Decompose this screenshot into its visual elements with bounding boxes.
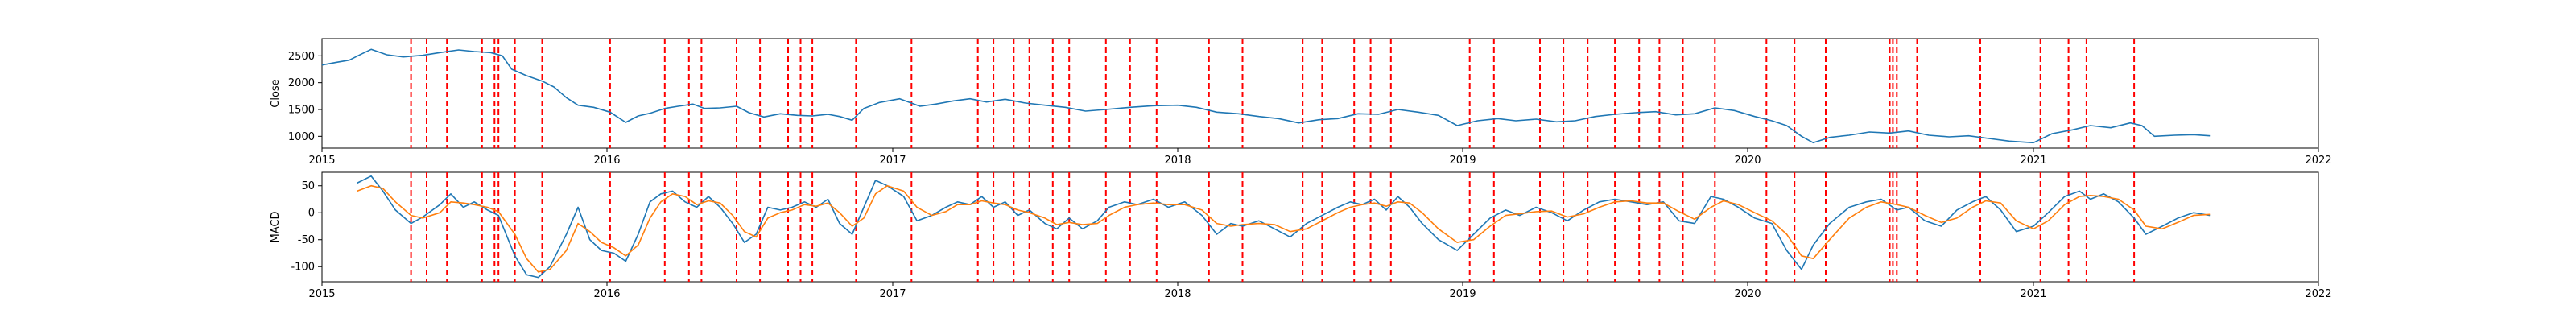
macd-panel: -100 -50 0 50 2015 2016 2017 2018 2019 2020 2021 20… <box>270 171 2332 300</box>
macd-x-tick-label: 2018 <box>1164 288 1191 300</box>
macd-x-tick-label: 2019 <box>1449 288 1476 300</box>
close-y-tick-label: 2500 <box>288 51 315 63</box>
close-series-group <box>321 48 2211 144</box>
close-plot-area <box>321 38 2319 149</box>
close-x-tick-label: 2019 <box>1449 155 1476 167</box>
macd-x-tick-label: 2016 <box>593 288 620 300</box>
macd-series-line-1 <box>357 184 2211 273</box>
macd-x-tick-label: 2017 <box>879 288 906 300</box>
macd-y-tick-label: 50 <box>301 180 315 192</box>
close-y-axis-label: Close <box>270 79 282 107</box>
macd-y-tick-label: -50 <box>298 234 315 246</box>
macd-y-axis-label: MACD <box>270 212 282 243</box>
macd-plot-area <box>321 171 2319 283</box>
macd-series-group <box>357 175 2211 279</box>
close-x-tick-label: 2016 <box>593 155 620 167</box>
close-y-tick-label: 2000 <box>288 77 315 89</box>
close-x-tick-label: 2021 <box>2020 155 2046 167</box>
close-x-tick-label: 2022 <box>2305 155 2331 167</box>
close-marker-lines <box>410 39 2136 148</box>
macd-x-tick-label: 2022 <box>2305 288 2331 300</box>
macd-x-tick-label: 2020 <box>1734 288 1761 300</box>
close-axis-ticks: 1000 1500 2000 2500 2015 2016 2017 2018 2019 2020… <box>288 51 2332 167</box>
macd-x-tick-label: 2015 <box>308 288 335 300</box>
close-x-tick-label: 2020 <box>1734 155 1761 167</box>
close-y-tick-label: 1500 <box>288 105 315 117</box>
close-x-tick-label: 2018 <box>1164 155 1191 167</box>
close-y-tick-label: 1000 <box>288 131 315 143</box>
macd-y-tick-label: 0 <box>308 208 315 220</box>
close-x-tick-label: 2017 <box>879 155 906 167</box>
macd-y-tick-label: -100 <box>291 262 315 274</box>
close-panel: 1000 1500 2000 2500 2015 2016 2017 2018 2019 2020… <box>270 38 2332 167</box>
macd-series-line-0 <box>357 175 2211 279</box>
macd-axis-ticks: -100 -50 0 50 2015 2016 2017 2018 2019 2020 2021 20… <box>291 180 2331 300</box>
macd-marker-lines <box>410 172 2136 282</box>
close-series-line-0 <box>321 48 2211 144</box>
close-x-tick-label: 2015 <box>308 155 335 167</box>
macd-x-tick-label: 2021 <box>2020 288 2046 300</box>
